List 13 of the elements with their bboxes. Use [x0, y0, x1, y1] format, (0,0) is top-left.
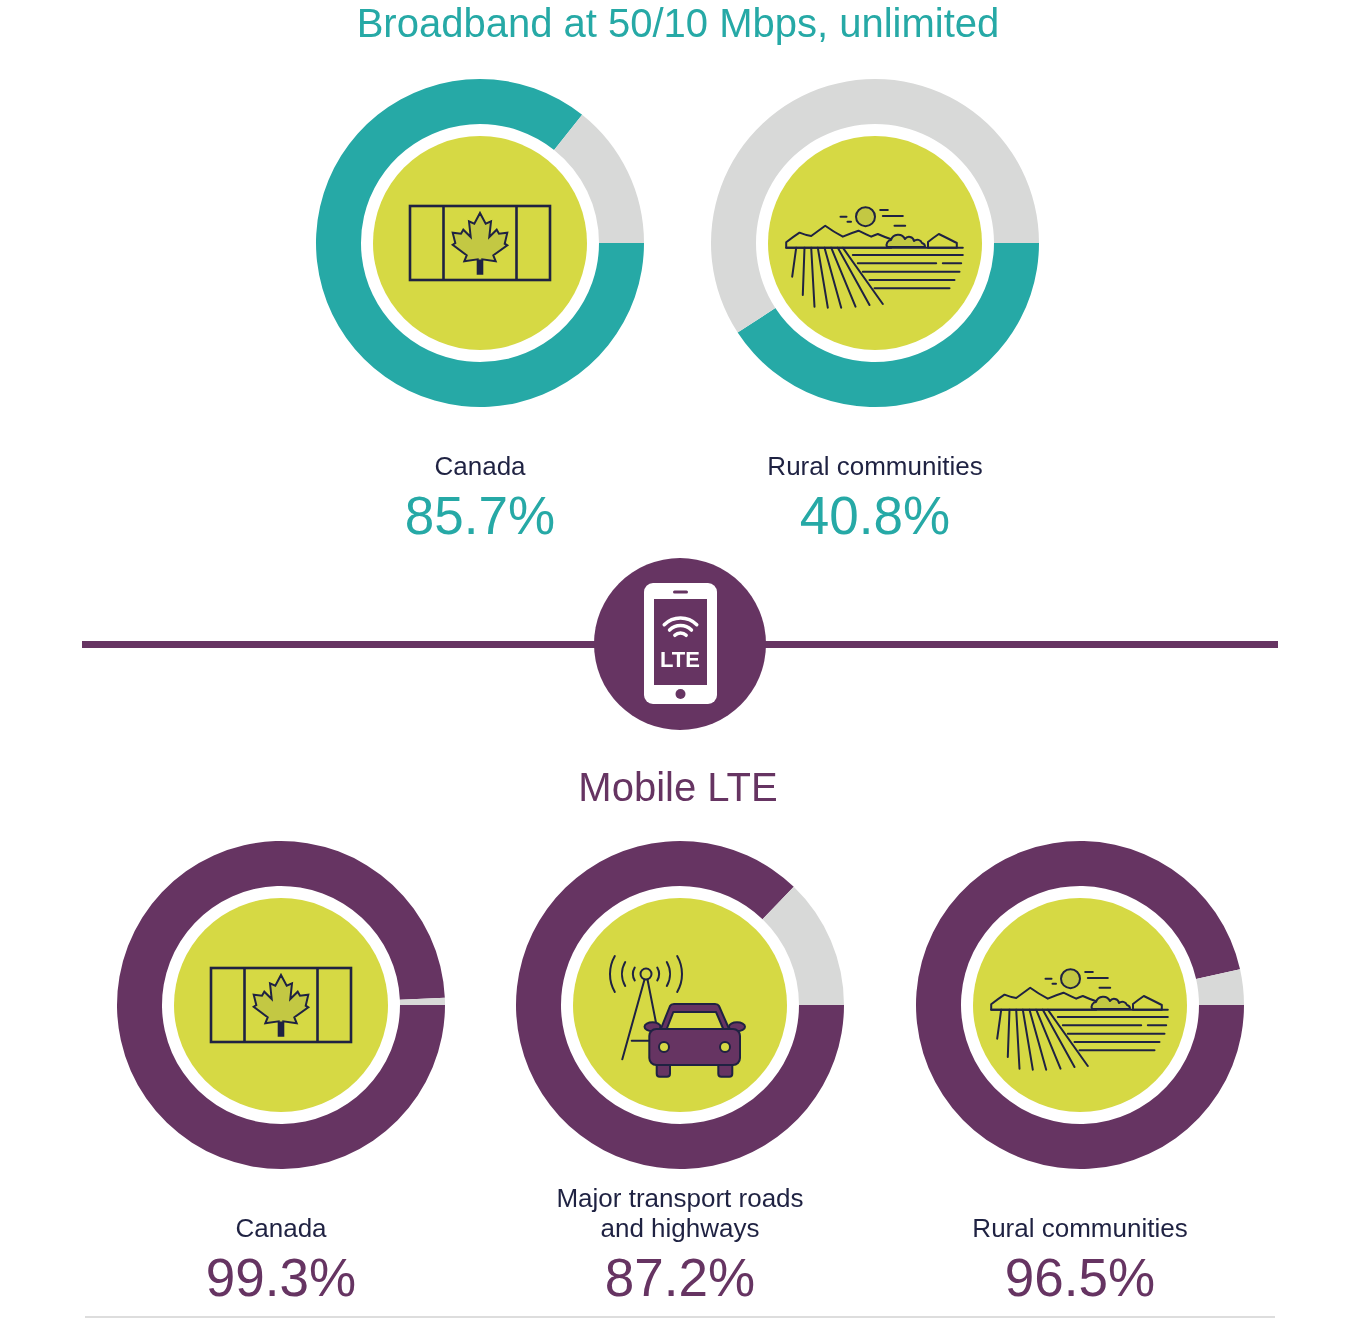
slice-label: Canada	[434, 451, 527, 482]
data-label: 85.7%	[404, 485, 556, 545]
slice-label: Canada	[235, 1213, 328, 1244]
data-label: 96.5%	[1004, 1247, 1156, 1307]
slice-label: Rural communities	[767, 451, 983, 482]
data-label: 87.2%	[604, 1247, 756, 1307]
slice-label: Major transport roads and highways	[556, 1183, 804, 1244]
text: LTE	[659, 647, 701, 672]
data-label: 40.8%	[799, 485, 951, 545]
slice-label: Rural communities	[972, 1213, 1188, 1244]
text: Broadband at 50/10 Mbps, unlimited	[355, 0, 1001, 46]
data-label: 99.3%	[205, 1247, 357, 1307]
text: Mobile LTE	[577, 764, 779, 810]
